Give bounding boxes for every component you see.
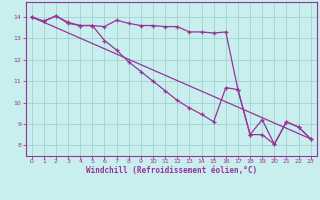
X-axis label: Windchill (Refroidissement éolien,°C): Windchill (Refroidissement éolien,°C) <box>86 166 257 175</box>
